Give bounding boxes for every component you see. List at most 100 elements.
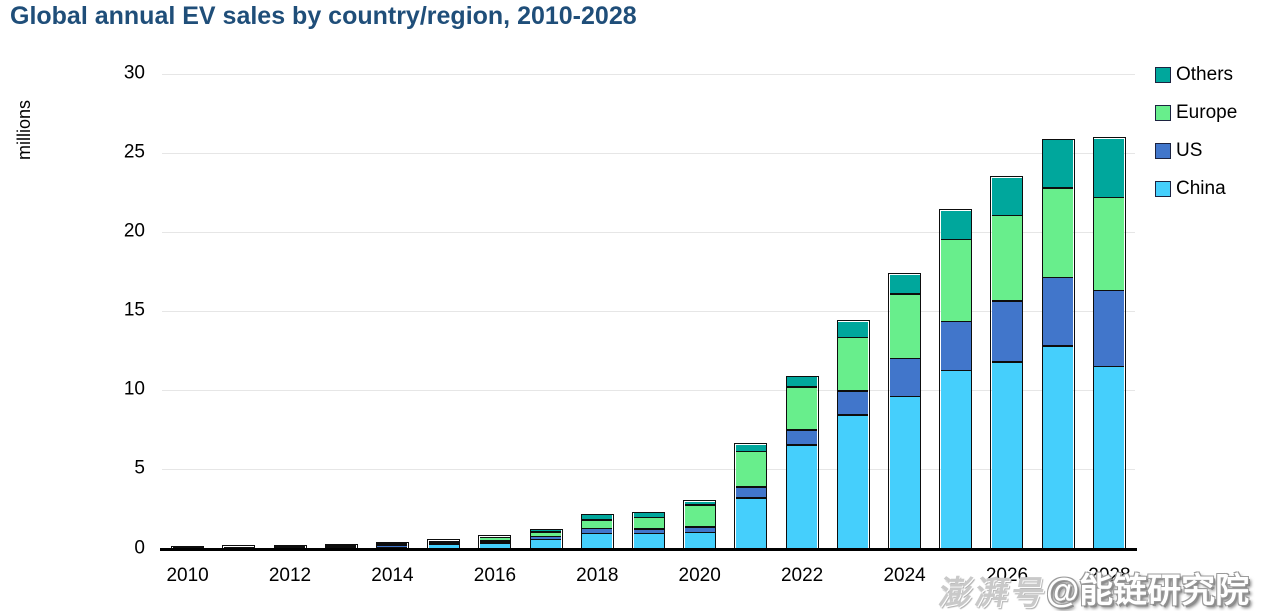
bar-divider-2027-0 <box>1043 345 1074 347</box>
bar-divider-2015-1 <box>428 542 459 544</box>
legend-label-europe: Europe <box>1176 101 1238 123</box>
bar-segment-china-2018 <box>582 533 613 549</box>
bar-2025 <box>939 209 973 550</box>
bar-segment-others-2023 <box>838 321 869 338</box>
bar-divider-2025-1 <box>940 320 971 323</box>
gridline-30 <box>162 74 1135 75</box>
legend-item-us: US <box>1155 138 1237 163</box>
bar-divider-2023-0 <box>838 414 869 416</box>
bar-2026 <box>990 176 1024 550</box>
bar-divider-2014-0 <box>377 546 408 548</box>
bar-segment-us-2027 <box>1043 277 1074 346</box>
bar-segment-us-2018 <box>582 528 613 534</box>
x-tick-2026: 2026 <box>985 565 1029 586</box>
bar-divider-2020-1 <box>684 526 715 528</box>
bar-segment-others-2022 <box>787 377 818 388</box>
legend-item-china: China <box>1155 176 1237 201</box>
bar-divider-2017-0 <box>531 538 562 541</box>
bar-2024 <box>888 273 922 550</box>
bar-segment-us-2022 <box>787 429 818 445</box>
bar-divider-2024-1 <box>889 357 920 360</box>
bar-divider-2016-2 <box>479 536 510 539</box>
x-tick-2028: 2028 <box>1088 565 1131 586</box>
bar-segment-europe-2028 <box>1094 197 1125 291</box>
bar-divider-2019-1 <box>633 528 664 530</box>
bar-segment-others-2017 <box>531 530 562 532</box>
bar-segment-europe-2018 <box>582 519 613 529</box>
bar-segment-china-2020 <box>684 532 715 549</box>
bar-segment-europe-2020 <box>684 504 715 527</box>
bar-divider-2013-2 <box>326 544 357 547</box>
bar-segment-us-2028 <box>1094 290 1125 367</box>
y-tick-20: 20 <box>123 220 145 242</box>
bar-segment-us-2017 <box>531 536 562 540</box>
bar-segment-us-2016 <box>479 540 510 543</box>
bar-divider-2021-0 <box>735 497 766 499</box>
bar-segment-china-2022 <box>787 444 818 549</box>
bar-segment-others-2028 <box>1094 138 1125 198</box>
bar-segment-china-2017 <box>531 539 562 549</box>
bar-segment-china-2019 <box>633 533 664 549</box>
bar-segment-us-2020 <box>684 527 715 533</box>
bar-divider-2011-2 <box>223 546 254 548</box>
bar-2022 <box>785 375 819 550</box>
bar-divider-2022-1 <box>787 429 818 431</box>
bar-divider-2026-1 <box>991 300 1022 302</box>
bar-segment-others-2024 <box>889 274 920 294</box>
x-tick-2016: 2016 <box>473 565 517 586</box>
chart-title: Global annual EV sales by country/region… <box>10 2 637 30</box>
bar-divider-2028-1 <box>1094 289 1125 292</box>
bar-segment-others-2018 <box>582 515 613 520</box>
x-axis-line <box>160 548 1137 551</box>
bar-divider-2018-1 <box>582 527 613 530</box>
gridline-15 <box>162 311 1135 313</box>
bar-segment-others-2026 <box>991 177 1022 216</box>
y-axis-label: millions <box>14 99 34 160</box>
bar-segment-europe-2017 <box>531 531 562 537</box>
x-tick-2020: 2020 <box>678 565 721 586</box>
bar-divider-2023-1 <box>838 390 869 392</box>
legend-label-us: US <box>1176 139 1203 161</box>
bar-divider-2015-2 <box>428 540 459 542</box>
bar-segment-china-2025 <box>940 370 971 549</box>
bar-divider-2028-2 <box>1094 196 1125 199</box>
bar-segment-others-2019 <box>633 513 664 518</box>
bar-divider-2019-0 <box>633 532 664 535</box>
bar-divider-2014-2 <box>377 543 408 545</box>
bar-segment-us-2025 <box>940 321 971 371</box>
bar-divider-2025-2 <box>940 238 971 240</box>
gridline-10 <box>162 390 1135 392</box>
bar-segment-us-2021 <box>735 486 766 498</box>
bar-2020 <box>683 500 717 550</box>
bar-divider-2017-1 <box>531 535 562 538</box>
bar-segment-europe-2015 <box>428 541 459 544</box>
bar-divider-2020-2 <box>684 504 715 506</box>
bar-divider-2013-1 <box>326 545 357 547</box>
y-tick-0: 0 <box>134 537 145 559</box>
x-tick-2014: 2014 <box>371 565 414 586</box>
bar-divider-2025-0 <box>940 369 971 372</box>
bar-divider-2012-2 <box>275 545 306 547</box>
bar-divider-2012-0 <box>275 547 306 549</box>
watermark-platform: 澎湃号 <box>936 574 1051 611</box>
bar-segment-others-2025 <box>940 210 971 240</box>
y-tick-5: 5 <box>134 457 145 479</box>
legend-label-china: China <box>1176 177 1226 199</box>
legend-label-others: Others <box>1176 63 1234 85</box>
bar-segment-china-2021 <box>735 497 766 549</box>
bar-segment-china-2027 <box>1043 346 1074 549</box>
bar-segment-others-2020 <box>684 501 715 505</box>
legend-swatch-europe <box>1155 104 1171 121</box>
bar-segment-china-2028 <box>1094 366 1125 549</box>
bar-segment-us-2019 <box>633 528 664 534</box>
legend: Others Europe US China <box>1155 62 1237 214</box>
bar-segment-europe-2026 <box>991 215 1022 301</box>
watermark-account: @能链研究院 <box>1046 572 1250 610</box>
bar-divider-2015-0 <box>428 543 459 546</box>
y-tick-30: 30 <box>123 62 145 84</box>
bar-divider-2022-0 <box>787 444 818 446</box>
x-tick-2024: 2024 <box>883 565 926 586</box>
bar-divider-2024-0 <box>889 395 920 398</box>
bar-segment-europe-2027 <box>1043 187 1074 278</box>
